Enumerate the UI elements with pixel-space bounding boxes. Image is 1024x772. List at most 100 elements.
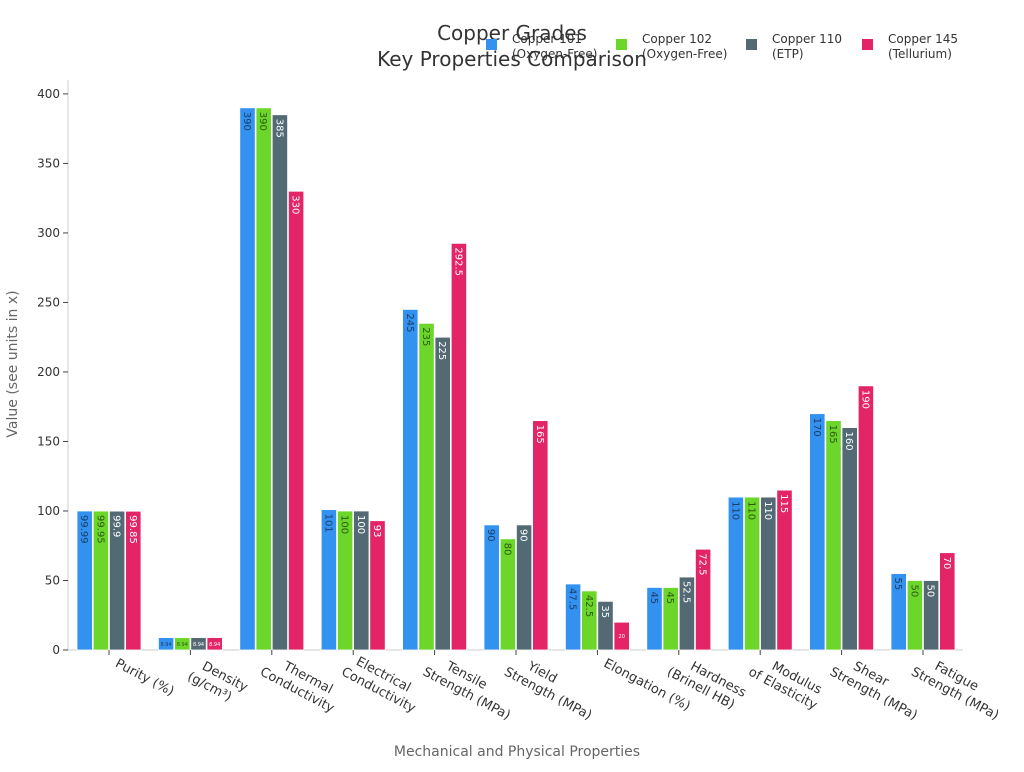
bar[interactable] [434, 336, 451, 651]
bar[interactable] [336, 510, 354, 651]
legend-swatch [746, 39, 757, 50]
bar-value-label: 99.9 [111, 515, 122, 537]
bar[interactable] [369, 520, 386, 651]
axes: 0 50 100 150 200 250 300 350 400 [37, 80, 963, 657]
bar[interactable] [287, 190, 305, 651]
bar-value-label: 390 [257, 112, 268, 131]
bar[interactable] [190, 637, 207, 651]
bar[interactable] [744, 496, 761, 651]
bar[interactable] [418, 322, 435, 651]
bar[interactable] [695, 548, 712, 651]
bar-value-label: 190 [859, 390, 870, 409]
x-tick-label: Modulusof Elasticity [746, 651, 827, 714]
bar[interactable] [776, 489, 793, 651]
y-tick-label: 0 [52, 643, 60, 657]
bar-value-label: 99.99 [78, 515, 89, 544]
bar[interactable] [565, 583, 582, 651]
bar[interactable] [76, 510, 93, 651]
legend-item[interactable]: Copper 145(Tellurium) [862, 32, 958, 61]
bar[interactable] [906, 580, 924, 651]
bar-value-label: 110 [762, 501, 773, 520]
legend-item[interactable]: Copper 102(Oxygen-Free) [616, 32, 727, 61]
legend-item[interactable]: Copper 110(ETP) [746, 32, 842, 61]
legend-label: Copper 102 [642, 32, 712, 46]
bar[interactable] [890, 573, 907, 651]
bar[interactable] [353, 510, 370, 651]
bar-value-label: 390 [241, 112, 252, 131]
bar[interactable] [271, 114, 289, 651]
bar-value-label: 235 [420, 327, 431, 346]
bar[interactable] [923, 580, 940, 651]
legend-label: (Tellurium) [888, 47, 952, 61]
bar[interactable] [109, 510, 126, 651]
y-tick-label: 200 [37, 365, 60, 379]
bar-value-label: 160 [843, 432, 854, 451]
bar-value-label: 100 [339, 515, 350, 534]
bar[interactable] [174, 637, 191, 651]
bar[interactable] [516, 524, 533, 651]
x-tick-labels: Purity (%) Density(g/cm³) ThermalConductiv… [108, 650, 1001, 723]
bar[interactable] [678, 576, 696, 651]
bar[interactable] [450, 242, 468, 651]
bar-value-label: 42.5 [583, 595, 594, 617]
bar[interactable] [825, 420, 842, 651]
bar[interactable] [841, 427, 858, 651]
bar[interactable] [613, 621, 630, 651]
x-tick-label: ThermalConductivity [257, 651, 344, 717]
legend[interactable]: Copper 101(Oxygen-Free)Copper 102(Oxygen… [486, 32, 958, 61]
bars: 99.99 99.95 99.9 99.85 8.94 8.94 8.94 8.94 390 39… [76, 107, 956, 651]
y-tick-label: 50 [45, 573, 60, 587]
chart-subtitle: Key Properties Comparison [377, 47, 647, 71]
legend-label: (Oxygen-Free) [642, 47, 727, 61]
bar[interactable] [125, 510, 142, 651]
bar-value-label: 245 [404, 313, 415, 332]
bar-value-label: 292.5 [452, 247, 463, 276]
bar-value-label: 165 [827, 425, 838, 444]
bar[interactable] [157, 637, 175, 651]
bar[interactable] [581, 590, 598, 651]
y-tick-label: 100 [37, 504, 60, 518]
bar-value-label: 55 [892, 578, 903, 591]
bar-value-label: 385 [273, 119, 284, 138]
bar[interactable] [499, 538, 517, 651]
x-axis-label: Mechanical and Physical Properties [394, 744, 640, 760]
bar-value-label: 47.5 [567, 588, 578, 610]
bar-value-label: 110 [746, 501, 757, 520]
bar[interactable] [646, 587, 663, 651]
bar-value-label: 99.85 [127, 515, 138, 544]
bar[interactable] [206, 637, 223, 651]
bar-value-label: 330 [290, 195, 301, 214]
bar[interactable] [92, 510, 109, 651]
bar-value-label: 90 [518, 529, 529, 542]
bar[interactable] [255, 107, 272, 651]
bar[interactable] [532, 420, 549, 651]
x-tick-label: Purity (%) [113, 656, 177, 699]
y-tick-label: 250 [37, 295, 60, 309]
y-axis-label: Value (see units in x) [5, 290, 21, 437]
bar[interactable] [662, 587, 679, 651]
bar[interactable] [402, 308, 419, 651]
bar[interactable] [727, 496, 745, 651]
bar[interactable] [483, 524, 500, 651]
bar[interactable] [239, 107, 256, 651]
bar-value-label: 90 [485, 529, 496, 542]
chart-title: Copper Grades [437, 21, 587, 45]
bar-value-label: 8.94 [161, 642, 172, 648]
bar[interactable] [760, 496, 777, 651]
bar[interactable] [320, 509, 338, 651]
bar[interactable] [809, 413, 826, 651]
legend-swatch [486, 39, 497, 50]
bar-value-label: 170 [811, 418, 822, 437]
legend-label: (Oxygen-Free) [512, 47, 597, 61]
bar-value-label: 50 [908, 584, 919, 597]
bar-value-label: 72.5 [697, 553, 708, 575]
bar[interactable] [597, 600, 614, 651]
bar-value-label: 8.94 [193, 642, 204, 648]
bar-value-label: 100 [355, 515, 366, 534]
bar[interactable] [939, 552, 956, 651]
bar[interactable] [857, 385, 875, 651]
legend-swatch [862, 39, 873, 50]
legend-item[interactable]: Copper 101(Oxygen-Free) [486, 32, 597, 61]
bar-value-label: 20 [619, 634, 625, 640]
